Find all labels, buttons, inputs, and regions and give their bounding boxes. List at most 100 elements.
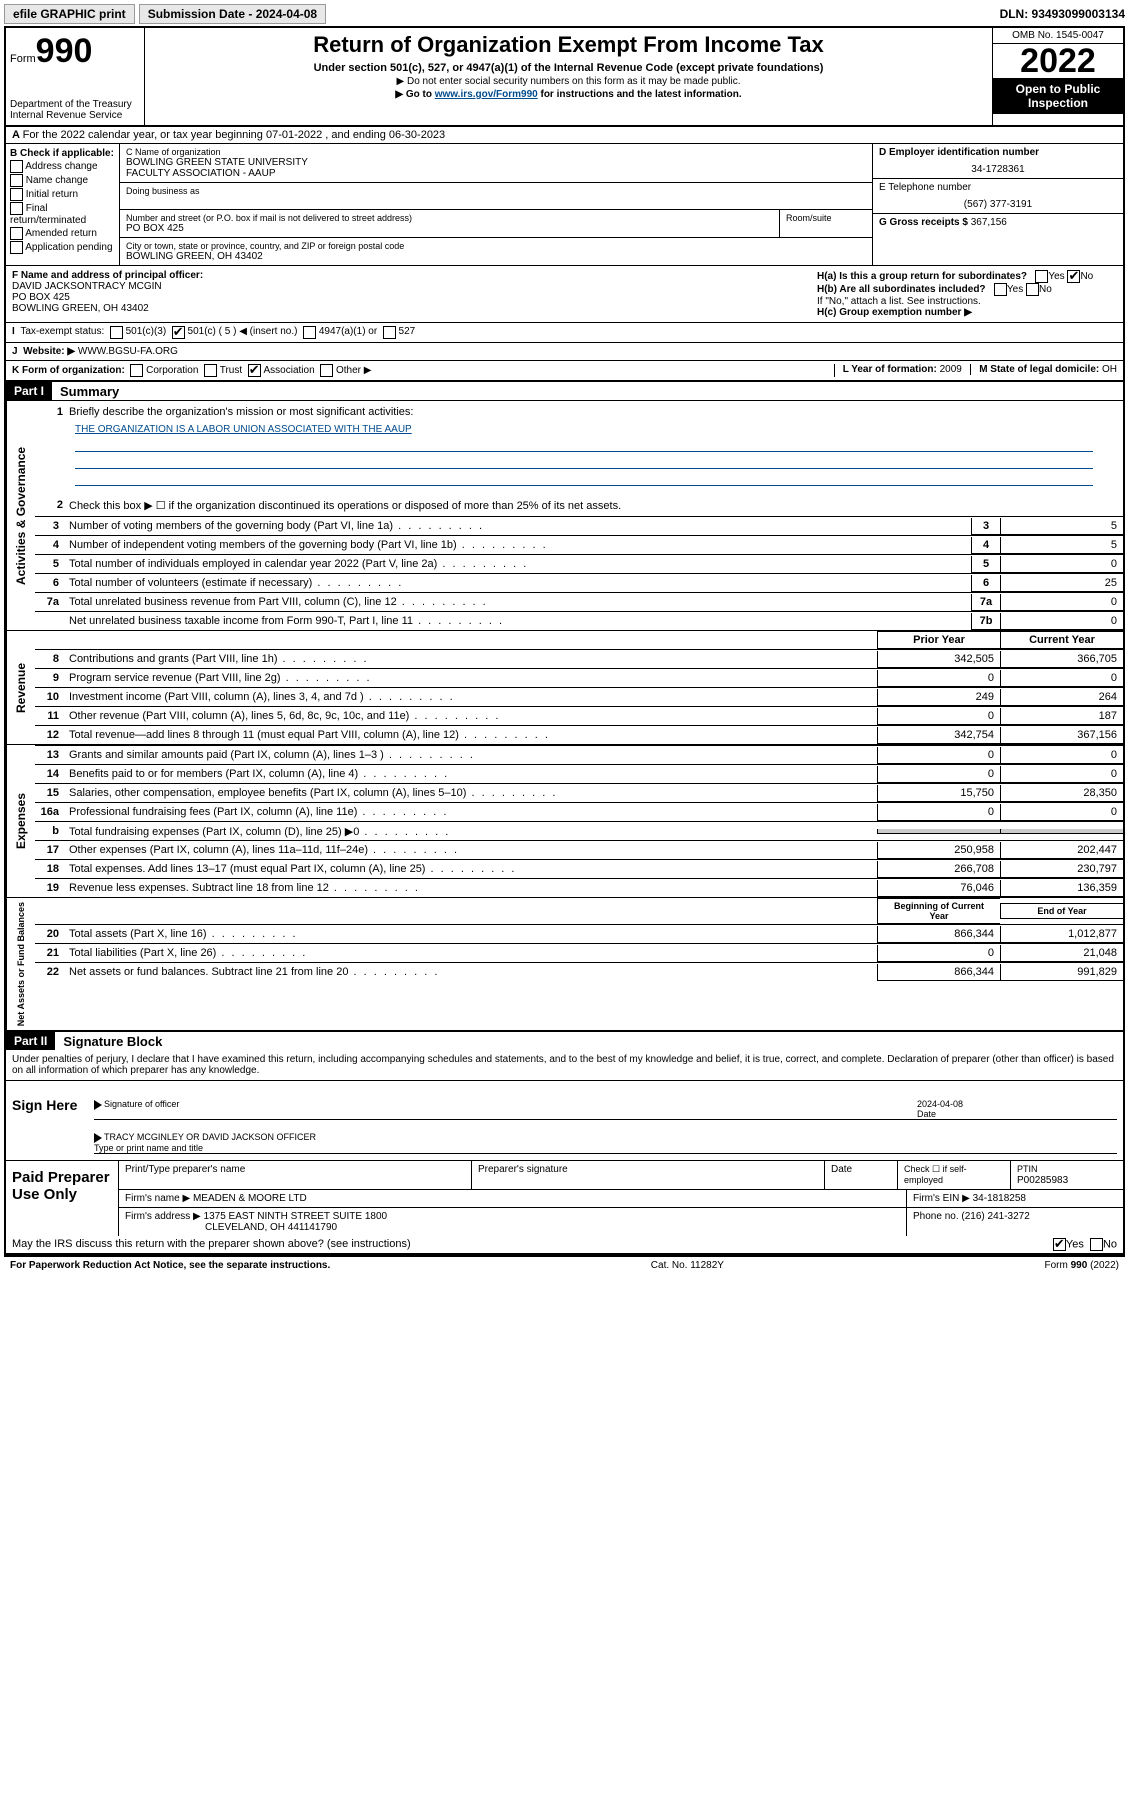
vtab-expenses: Expenses (6, 745, 35, 897)
part1-label: Summary (60, 384, 119, 399)
hdr-current-year: Current Year (1000, 631, 1123, 649)
form-title: Return of Organization Exempt From Incom… (149, 32, 988, 58)
sub3-post: for instructions and the latest informat… (538, 89, 742, 100)
year-formed-label: L Year of formation: (843, 364, 937, 375)
officer-addr1: PO BOX 425 (12, 292, 70, 303)
ha-yes[interactable] (1035, 270, 1048, 283)
open-to-public: Open to Public Inspection (993, 78, 1123, 114)
name-title-label: Type or print name and title (94, 1143, 203, 1153)
form-number: 990 (36, 32, 93, 70)
officer-addr2: BOWLING GREEN, OH 43402 (12, 303, 149, 314)
dba-label: Doing business as (126, 186, 866, 196)
vtab-revenue: Revenue (6, 631, 35, 744)
ha-no[interactable] (1067, 270, 1080, 283)
chk-amended-return[interactable]: Amended return (10, 227, 115, 240)
i-opt-3[interactable] (383, 326, 396, 339)
instructions-link-line: ▶ Go to www.irs.gov/Form990 for instruct… (149, 89, 988, 100)
chk-label-2: Initial return (26, 189, 78, 200)
chk-final-return[interactable]: Final return/terminated (10, 202, 115, 226)
col-c: C Name of organization BOWLING GREEN STA… (120, 144, 872, 265)
sig-date-label: Date (917, 1109, 936, 1119)
prep-date-hdr: Date (825, 1161, 898, 1189)
line2-text: Check this box ▶ ☐ if the organization d… (69, 499, 1119, 512)
paid-preparer-label: Paid Preparer Use Only (6, 1161, 119, 1236)
row-a-text: For the 2022 calendar year, or tax year … (23, 129, 446, 141)
sub3-pre: ▶ Go to (395, 89, 434, 100)
k-opt-3[interactable] (320, 364, 333, 377)
chk-label-4: Amended return (25, 228, 97, 239)
k-opt-0[interactable] (130, 364, 143, 377)
sign-here-label: Sign Here (6, 1081, 88, 1160)
k-opt-0-label: Corporation (146, 365, 198, 376)
prep-self-employed[interactable]: Check ☐ if self-employed (898, 1161, 1011, 1189)
irs-link[interactable]: www.irs.gov/Form990 (435, 89, 538, 100)
k-opt-1[interactable] (204, 364, 217, 377)
chk-label-1: Name change (26, 175, 88, 186)
efile-button[interactable]: efile GRAPHIC print (4, 4, 135, 24)
firm-phone-label: Phone no. (913, 1211, 959, 1222)
firm-ein: 34-1818258 (973, 1193, 1026, 1204)
discuss-no[interactable] (1090, 1238, 1103, 1251)
k-opt-3-label: Other ▶ (336, 365, 371, 376)
chk-name-change[interactable]: Name change (10, 174, 115, 187)
org-name-label: C Name of organization (126, 147, 866, 157)
chk-initial-return[interactable]: Initial return (10, 188, 115, 201)
addr-label: Number and street (or P.O. box if mail i… (126, 213, 773, 223)
part1-header: Part I Summary (6, 380, 1123, 400)
i-opt-3-label: 527 (399, 326, 416, 339)
prep-sig-hdr: Preparer's signature (472, 1161, 825, 1189)
hb-no[interactable] (1026, 283, 1039, 296)
firm-phone: (216) 241-3272 (961, 1211, 1029, 1222)
part2-label: Signature Block (63, 1034, 162, 1049)
officer-label: F Name and address of principal officer: (12, 270, 203, 281)
summary-line: 3Number of voting members of the governi… (35, 516, 1123, 535)
domicile-value: OH (1102, 364, 1117, 375)
arrow-icon (94, 1133, 102, 1143)
chk-application-pending[interactable]: Application pending (10, 241, 115, 254)
i-opt-1-label: 501(c) ( 5 ) ◀ (insert no.) (188, 326, 298, 339)
row-j: J Website: ▶ WWW.BGSU-FA.ORG (6, 342, 1123, 360)
page-footer: For Paperwork Reduction Act Notice, see … (4, 1256, 1125, 1274)
hb-yes[interactable] (994, 283, 1007, 296)
submission-date: Submission Date - 2024-04-08 (139, 4, 326, 24)
mission-rule (75, 454, 1093, 469)
prep-name-hdr: Print/Type preparer's name (119, 1161, 472, 1189)
i-opt-2-label: 4947(a)(1) or (319, 326, 377, 339)
section-governance: Activities & Governance 1Briefly describ… (6, 400, 1123, 630)
irs-label: Internal Revenue Service (10, 110, 140, 121)
footer-mid: Cat. No. 11282Y (651, 1260, 724, 1271)
chk-label-0: Address change (25, 161, 97, 172)
chk-label-5: Application pending (25, 242, 112, 253)
org-name: BOWLING GREEN STATE UNIVERSITY FACULTY A… (126, 157, 866, 179)
discuss-yes[interactable] (1053, 1238, 1066, 1251)
col-b-label: B Check if applicable: (10, 148, 114, 159)
summary-line: 7aTotal unrelated business revenue from … (35, 592, 1123, 611)
summary-line: bTotal fundraising expenses (Part IX, co… (35, 821, 1123, 840)
hdr-end-year: End of Year (1000, 903, 1123, 919)
row-k: K Form of organization: Corporation Trus… (6, 360, 1123, 380)
dln: DLN: 93493099003134 (1000, 7, 1125, 21)
k-opt-2[interactable] (248, 364, 261, 377)
hdr-beginning-year: Beginning of Current Year (877, 898, 1000, 924)
tax-exempt-label: Tax-exempt status: (20, 326, 104, 339)
k-opt-1-label: Trust (220, 365, 242, 376)
gross-value: 367,156 (971, 217, 1007, 228)
discuss-row: May the IRS discuss this return with the… (6, 1236, 1123, 1254)
summary-line: 18Total expenses. Add lines 13–17 (must … (35, 859, 1123, 878)
form-subtitle: Under section 501(c), 527, or 4947(a)(1)… (149, 62, 988, 74)
ein-label: D Employer identification number (879, 147, 1039, 158)
row-a-tax-year: A For the 2022 calendar year, or tax yea… (6, 127, 1123, 144)
officer-name-title: TRACY MCGINLEY OR DAVID JACKSON OFFICER (104, 1132, 316, 1142)
chk-address-change[interactable]: Address change (10, 160, 115, 173)
summary-line: 13Grants and similar amounts paid (Part … (35, 745, 1123, 764)
col-d: D Employer identification number 34-1728… (872, 144, 1123, 265)
i-opt-1[interactable] (172, 326, 185, 339)
i-opt-0-label: 501(c)(3) (126, 326, 167, 339)
summary-line: 15Salaries, other compensation, employee… (35, 783, 1123, 802)
i-opt-2[interactable] (303, 326, 316, 339)
ptin-value: P00285983 (1017, 1175, 1068, 1186)
i-opt-0[interactable] (110, 326, 123, 339)
mission-text: THE ORGANIZATION IS A LABOR UNION ASSOCI… (75, 424, 412, 435)
section-net-assets: Net Assets or Fund Balances Beginning of… (6, 897, 1123, 1030)
domicile-label: M State of legal domicile: (979, 364, 1099, 375)
